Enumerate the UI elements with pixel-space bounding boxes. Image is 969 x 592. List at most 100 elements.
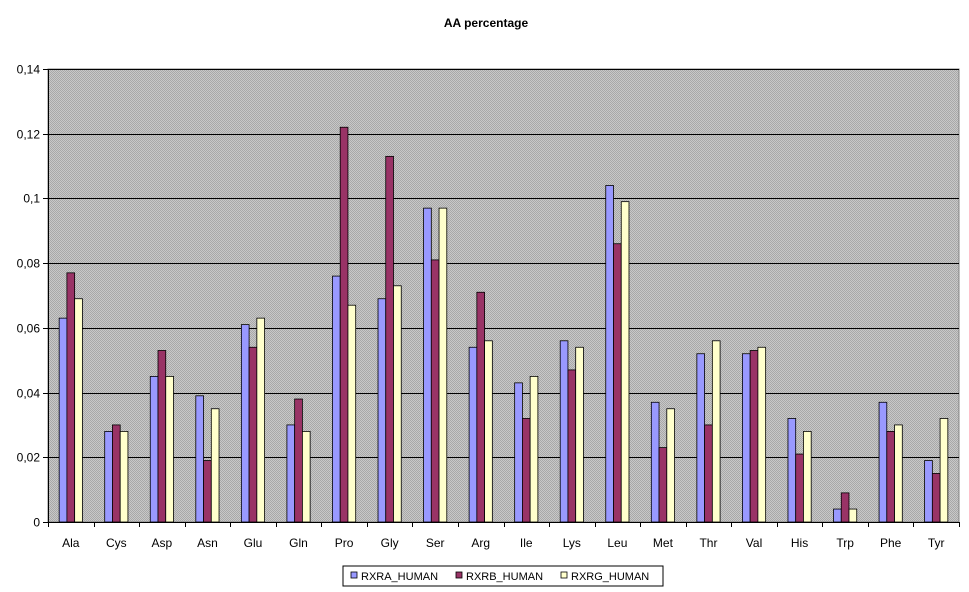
bar-asp-rxra-human xyxy=(149,375,159,523)
x-tick-label: Ala xyxy=(62,536,80,550)
y-tick-label: 0,02 xyxy=(17,451,41,465)
bar-cys-rxrb-human xyxy=(112,424,121,523)
bar-lys-rxra-human xyxy=(559,340,569,523)
bar-ile-rxra-human xyxy=(514,382,523,523)
bar-asp-rxrb-human xyxy=(157,350,167,523)
bar-val-rxrb-human xyxy=(749,350,759,523)
bar-glu-rxrb-human xyxy=(248,346,258,523)
legend: RXRA_HUMAN RXRB_HUMAN RXRG_HUMAN xyxy=(342,565,664,587)
x-tick-label: Pro xyxy=(335,536,354,550)
bar-met-rxrb-human xyxy=(658,447,668,523)
bar-his-rxrg-human xyxy=(803,430,812,523)
x-tick-label: Asn xyxy=(197,536,218,550)
bar-asp-rxrg-human xyxy=(165,375,174,523)
bar-pro-rxra-human xyxy=(332,275,341,523)
bar-phe-rxrg-human xyxy=(894,424,903,523)
legend-swatch xyxy=(350,571,358,579)
x-tick-label: Lys xyxy=(563,536,581,550)
legend-swatch xyxy=(560,571,568,579)
bar-glu-rxra-human xyxy=(240,324,250,523)
bar-ser-rxrb-human xyxy=(430,259,440,523)
bar-arg-rxrg-human xyxy=(484,340,493,523)
bar-val-rxra-human xyxy=(742,353,751,523)
x-tick-label: Leu xyxy=(607,536,627,550)
bar-his-rxrb-human xyxy=(795,453,804,523)
bars xyxy=(58,126,949,523)
bar-trp-rxrb-human xyxy=(840,492,850,523)
bar-asn-rxrg-human xyxy=(210,408,220,523)
bar-trp-rxrg-human xyxy=(848,508,858,523)
bar-leu-rxrb-human xyxy=(613,243,622,523)
x-tick-label: Ile xyxy=(520,536,533,550)
x-tick-label: Asp xyxy=(152,536,173,550)
bar-gln-rxrb-human xyxy=(294,398,303,523)
y-tick-label: 0 xyxy=(33,516,40,530)
y-axis: 0 0,02 0,04 0,06 0,08 0,1 0,12 0,14 xyxy=(17,63,49,530)
x-tick-label: Trp xyxy=(836,536,854,550)
x-axis: Ala Cys Asp Asn Glu Gln Pro Gly Ser Arg Ile Lys Leu M… xyxy=(48,522,960,550)
x-tick-label: Arg xyxy=(471,536,490,550)
bar-leu-rxra-human xyxy=(605,185,614,523)
bar-tyr-rxrg-human xyxy=(939,418,949,523)
legend-swatch xyxy=(455,571,463,579)
x-tick-label: Thr xyxy=(699,536,717,550)
bar-val-rxrg-human xyxy=(757,346,767,523)
bar-met-rxrg-human xyxy=(666,408,675,523)
bar-gly-rxrb-human xyxy=(385,155,394,523)
bar-ser-rxra-human xyxy=(423,207,432,523)
bar-gln-rxrg-human xyxy=(301,430,311,523)
bar-asn-rxrb-human xyxy=(203,460,212,523)
plot-area xyxy=(47,68,960,523)
bar-gly-rxrg-human xyxy=(393,285,402,523)
chart-title: AA percentage xyxy=(444,16,529,30)
bar-ile-rxrb-human xyxy=(522,418,531,523)
bar-tyr-rxrb-human xyxy=(931,473,941,523)
bar-met-rxra-human xyxy=(650,401,660,523)
x-tick-label: Val xyxy=(746,536,762,550)
y-tick-label: 0,14 xyxy=(17,63,41,77)
legend-label: RXRB_HUMAN xyxy=(466,571,543,583)
y-tick-label: 0,04 xyxy=(17,387,41,401)
legend-box xyxy=(342,565,664,587)
x-tick-label: Ser xyxy=(426,536,445,550)
bar-thr-rxrb-human xyxy=(704,424,713,523)
bar-trp-rxra-human xyxy=(833,508,842,523)
x-tick-label: Met xyxy=(653,536,674,550)
bar-thr-rxra-human xyxy=(696,353,705,523)
bar-lys-rxrg-human xyxy=(575,346,584,523)
x-tick-label: Tyr xyxy=(928,536,945,550)
bar-lys-rxrb-human xyxy=(567,369,577,523)
bar-phe-rxrb-human xyxy=(886,430,895,523)
y-tick-label: 0,12 xyxy=(17,128,41,142)
bar-glu-rxrg-human xyxy=(256,317,265,523)
x-tick-label: His xyxy=(791,536,808,550)
y-tick-label: 0,08 xyxy=(17,257,41,271)
bar-asn-rxra-human xyxy=(195,395,204,523)
bar-gly-rxra-human xyxy=(377,298,387,523)
bar-ser-rxrg-human xyxy=(438,207,448,523)
x-tick-label: Gly xyxy=(381,536,399,550)
y-tick-label: 0,06 xyxy=(17,322,41,336)
bar-pro-rxrb-human xyxy=(339,126,349,523)
bar-ala-rxrg-human xyxy=(74,298,83,523)
y-tick-label: 0,1 xyxy=(23,192,40,206)
bar-his-rxra-human xyxy=(787,418,797,523)
bar-leu-rxrg-human xyxy=(620,201,630,523)
bar-pro-rxrg-human xyxy=(347,304,357,523)
bar-thr-rxrg-human xyxy=(711,340,721,523)
bar-tyr-rxra-human xyxy=(924,460,933,523)
x-tick-label: Glu xyxy=(244,536,263,550)
bar-ala-rxra-human xyxy=(58,317,68,523)
x-tick-label: Cys xyxy=(106,536,127,550)
bar-cys-rxrg-human xyxy=(119,430,129,523)
bar-gln-rxra-human xyxy=(286,424,296,523)
legend-label: RXRA_HUMAN xyxy=(361,571,438,583)
bar-arg-rxra-human xyxy=(468,346,478,523)
legend-label: RXRG_HUMAN xyxy=(571,571,649,583)
x-tick-label: Gln xyxy=(289,536,308,550)
bar-ala-rxrb-human xyxy=(66,272,76,523)
bar-arg-rxrb-human xyxy=(476,291,485,523)
bar-ile-rxrg-human xyxy=(529,375,539,523)
bar-phe-rxra-human xyxy=(878,401,888,523)
